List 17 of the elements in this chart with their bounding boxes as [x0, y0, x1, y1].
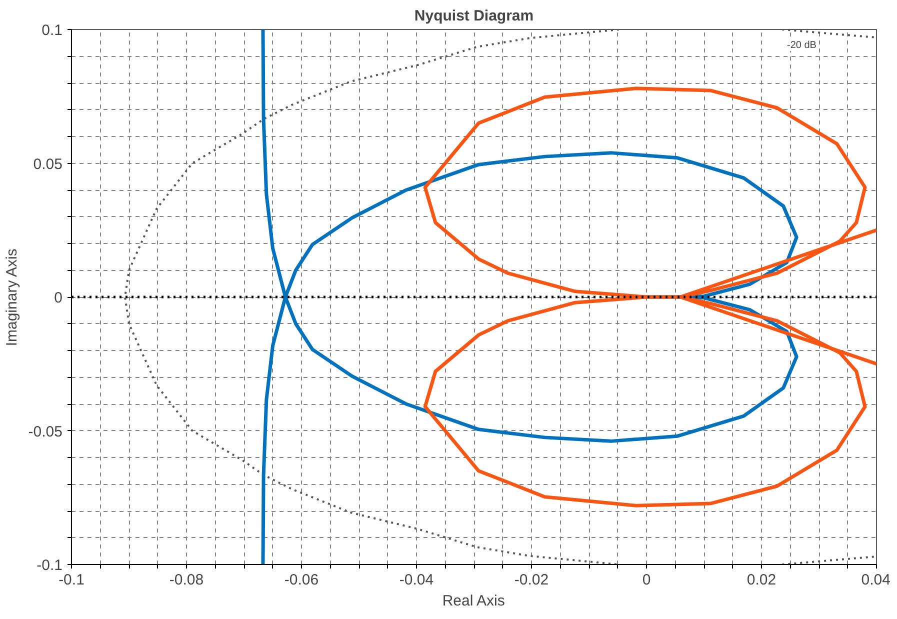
x-tick-label: -0.1 — [58, 572, 84, 588]
y-axis-title: Imaginary Axis — [3, 248, 20, 346]
y-tick-label: 0.05 — [33, 156, 63, 173]
x-tick-label: 0.02 — [746, 572, 776, 588]
y-tick-label: -0.1 — [36, 557, 63, 574]
annotation: -20 dB — [787, 40, 817, 52]
x-tick-label: -0.02 — [514, 572, 549, 588]
x-axis-title: Real Axis — [442, 592, 505, 610]
y-tick-label: 0.1 — [42, 22, 63, 39]
x-tick-label: 0 — [642, 572, 651, 588]
y-tick-label: -0.05 — [28, 423, 63, 440]
x-tick-label: 0.04 — [861, 572, 891, 588]
x-tick-label: -0.04 — [399, 572, 434, 588]
chart-title: Nyquist Diagram — [414, 8, 534, 24]
x-tick-label: -0.08 — [169, 572, 204, 588]
y-tick-label: 0 — [54, 290, 62, 306]
x-tick-label: -0.06 — [284, 572, 319, 588]
